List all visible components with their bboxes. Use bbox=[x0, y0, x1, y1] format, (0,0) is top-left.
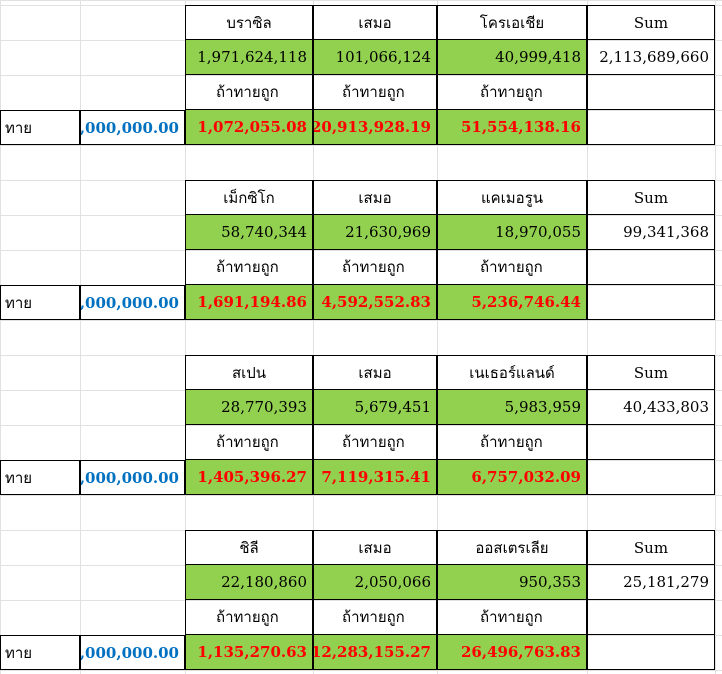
if-correct-label[interactable]: ถ้าทายถูก bbox=[185, 250, 313, 285]
gridline bbox=[437, 0, 438, 674]
away-payout-cell[interactable]: 5,236,746.44 bbox=[437, 285, 587, 320]
gridline bbox=[715, 0, 716, 674]
away-payout-cell[interactable]: 51,554,138.16 bbox=[437, 110, 587, 145]
if-correct-label[interactable]: ถ้าทายถูก bbox=[313, 250, 437, 285]
away-team-cell[interactable]: โครเอเชีย bbox=[437, 5, 587, 40]
draw-payout-cell[interactable]: 12,283,155.27 bbox=[313, 635, 437, 670]
if-correct-label[interactable]: ถ้าทายถูก bbox=[185, 600, 313, 635]
home-bet-cell[interactable]: 58,740,344 bbox=[185, 215, 313, 250]
away-bet-cell[interactable]: 40,999,418 bbox=[437, 40, 587, 75]
gridline bbox=[0, 600, 722, 601]
home-team-cell[interactable]: บราซิล bbox=[185, 5, 313, 40]
home-payout-cell[interactable]: 1,691,194.86 bbox=[185, 285, 313, 320]
stake-cell[interactable]: 1,000,000.00 bbox=[80, 110, 185, 145]
draw-payout-cell[interactable]: 20,913,928.19 bbox=[313, 110, 437, 145]
away-team-cell[interactable]: ออสเตรเลีย bbox=[437, 530, 587, 565]
draw-label-cell[interactable]: เสมอ bbox=[313, 530, 437, 565]
empty-cell[interactable] bbox=[587, 75, 715, 110]
home-payout-cell[interactable]: 1,072,055.08 bbox=[185, 110, 313, 145]
if-correct-label[interactable]: ถ้าทายถูก bbox=[185, 425, 313, 460]
gridline bbox=[313, 0, 314, 674]
gridline bbox=[0, 425, 722, 426]
gridline bbox=[185, 0, 186, 674]
gridline bbox=[0, 250, 722, 251]
gridline bbox=[0, 320, 722, 321]
empty-cell[interactable] bbox=[587, 250, 715, 285]
gridline bbox=[80, 0, 81, 674]
if-correct-label[interactable]: ถ้าทายถูก bbox=[313, 425, 437, 460]
stake-cell[interactable]: 1,000,000.00 bbox=[80, 285, 185, 320]
sum-label-cell[interactable]: Sum bbox=[587, 180, 715, 215]
draw-label-cell[interactable]: เสมอ bbox=[313, 355, 437, 390]
if-correct-label[interactable]: ถ้าทายถูก bbox=[313, 600, 437, 635]
away-team-cell[interactable]: เนเธอร์แลนด์ bbox=[437, 355, 587, 390]
if-correct-label[interactable]: ถ้าทายถูก bbox=[437, 425, 587, 460]
sum-value-cell[interactable]: 25,181,279 bbox=[587, 565, 715, 600]
draw-payout-cell[interactable]: 4,592,552.83 bbox=[313, 285, 437, 320]
guess-label-cell[interactable]: ทาย bbox=[0, 285, 80, 320]
home-team-cell[interactable]: ชิลี bbox=[185, 530, 313, 565]
gridline bbox=[0, 0, 722, 1]
sum-value-cell[interactable]: 99,341,368 bbox=[587, 215, 715, 250]
home-payout-cell[interactable]: 1,135,270.63 bbox=[185, 635, 313, 670]
sum-value-cell[interactable]: 40,433,803 bbox=[587, 390, 715, 425]
home-payout-cell[interactable]: 1,405,396.27 bbox=[185, 460, 313, 495]
if-correct-label[interactable]: ถ้าทายถูก bbox=[437, 250, 587, 285]
gridline bbox=[0, 75, 722, 76]
if-correct-label[interactable]: ถ้าทายถูก bbox=[437, 75, 587, 110]
draw-payout-cell[interactable]: 7,119,315.41 bbox=[313, 460, 437, 495]
sum-label-cell[interactable]: Sum bbox=[587, 530, 715, 565]
empty-cell[interactable] bbox=[587, 460, 715, 495]
sum-label-cell[interactable]: Sum bbox=[587, 5, 715, 40]
home-bet-cell[interactable]: 28,770,393 bbox=[185, 390, 313, 425]
guess-label-cell[interactable]: ทาย bbox=[0, 635, 80, 670]
stake-cell[interactable]: 1,000,000.00 bbox=[80, 460, 185, 495]
draw-label-cell[interactable]: เสมอ bbox=[313, 5, 437, 40]
empty-cell[interactable] bbox=[587, 635, 715, 670]
away-payout-cell[interactable]: 6,757,032.09 bbox=[437, 460, 587, 495]
home-team-cell[interactable]: สเปน bbox=[185, 355, 313, 390]
guess-label-cell[interactable]: ทาย bbox=[0, 460, 80, 495]
home-bet-cell[interactable]: 22,180,860 bbox=[185, 565, 313, 600]
guess-label-cell[interactable]: ทาย bbox=[0, 110, 80, 145]
if-correct-label[interactable]: ถ้าทายถูก bbox=[437, 600, 587, 635]
stake-cell[interactable]: 1,000,000.00 bbox=[80, 635, 185, 670]
gridline bbox=[0, 145, 722, 146]
if-correct-label[interactable]: ถ้าทายถูก bbox=[313, 75, 437, 110]
draw-bet-cell[interactable]: 101,066,124 bbox=[313, 40, 437, 75]
gridline bbox=[0, 495, 722, 496]
away-bet-cell[interactable]: 18,970,055 bbox=[437, 215, 587, 250]
draw-bet-cell[interactable]: 21,630,969 bbox=[313, 215, 437, 250]
empty-cell[interactable] bbox=[587, 600, 715, 635]
home-bet-cell[interactable]: 1,971,624,118 bbox=[185, 40, 313, 75]
empty-cell[interactable] bbox=[587, 285, 715, 320]
away-bet-cell[interactable]: 5,983,959 bbox=[437, 390, 587, 425]
draw-label-cell[interactable]: เสมอ bbox=[313, 180, 437, 215]
draw-bet-cell[interactable]: 5,679,451 bbox=[313, 390, 437, 425]
gridline bbox=[0, 670, 722, 671]
home-team-cell[interactable]: เม็กซิโก bbox=[185, 180, 313, 215]
if-correct-label[interactable]: ถ้าทายถูก bbox=[185, 75, 313, 110]
away-team-cell[interactable]: แคเมอรูน bbox=[437, 180, 587, 215]
gridline bbox=[0, 0, 1, 674]
sum-value-cell[interactable]: 2,113,689,660 bbox=[587, 40, 715, 75]
sum-label-cell[interactable]: Sum bbox=[587, 355, 715, 390]
draw-bet-cell[interactable]: 2,050,066 bbox=[313, 565, 437, 600]
gridline bbox=[587, 0, 588, 674]
empty-cell[interactable] bbox=[587, 425, 715, 460]
empty-cell[interactable] bbox=[587, 110, 715, 145]
away-bet-cell[interactable]: 950,353 bbox=[437, 565, 587, 600]
away-payout-cell[interactable]: 26,496,763.83 bbox=[437, 635, 587, 670]
